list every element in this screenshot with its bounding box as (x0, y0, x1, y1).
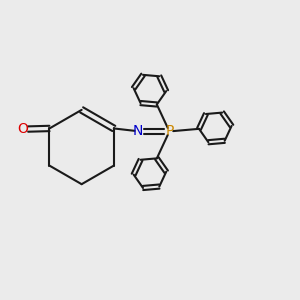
Text: P: P (165, 124, 174, 138)
Text: N: N (133, 124, 143, 138)
Text: O: O (17, 122, 28, 136)
